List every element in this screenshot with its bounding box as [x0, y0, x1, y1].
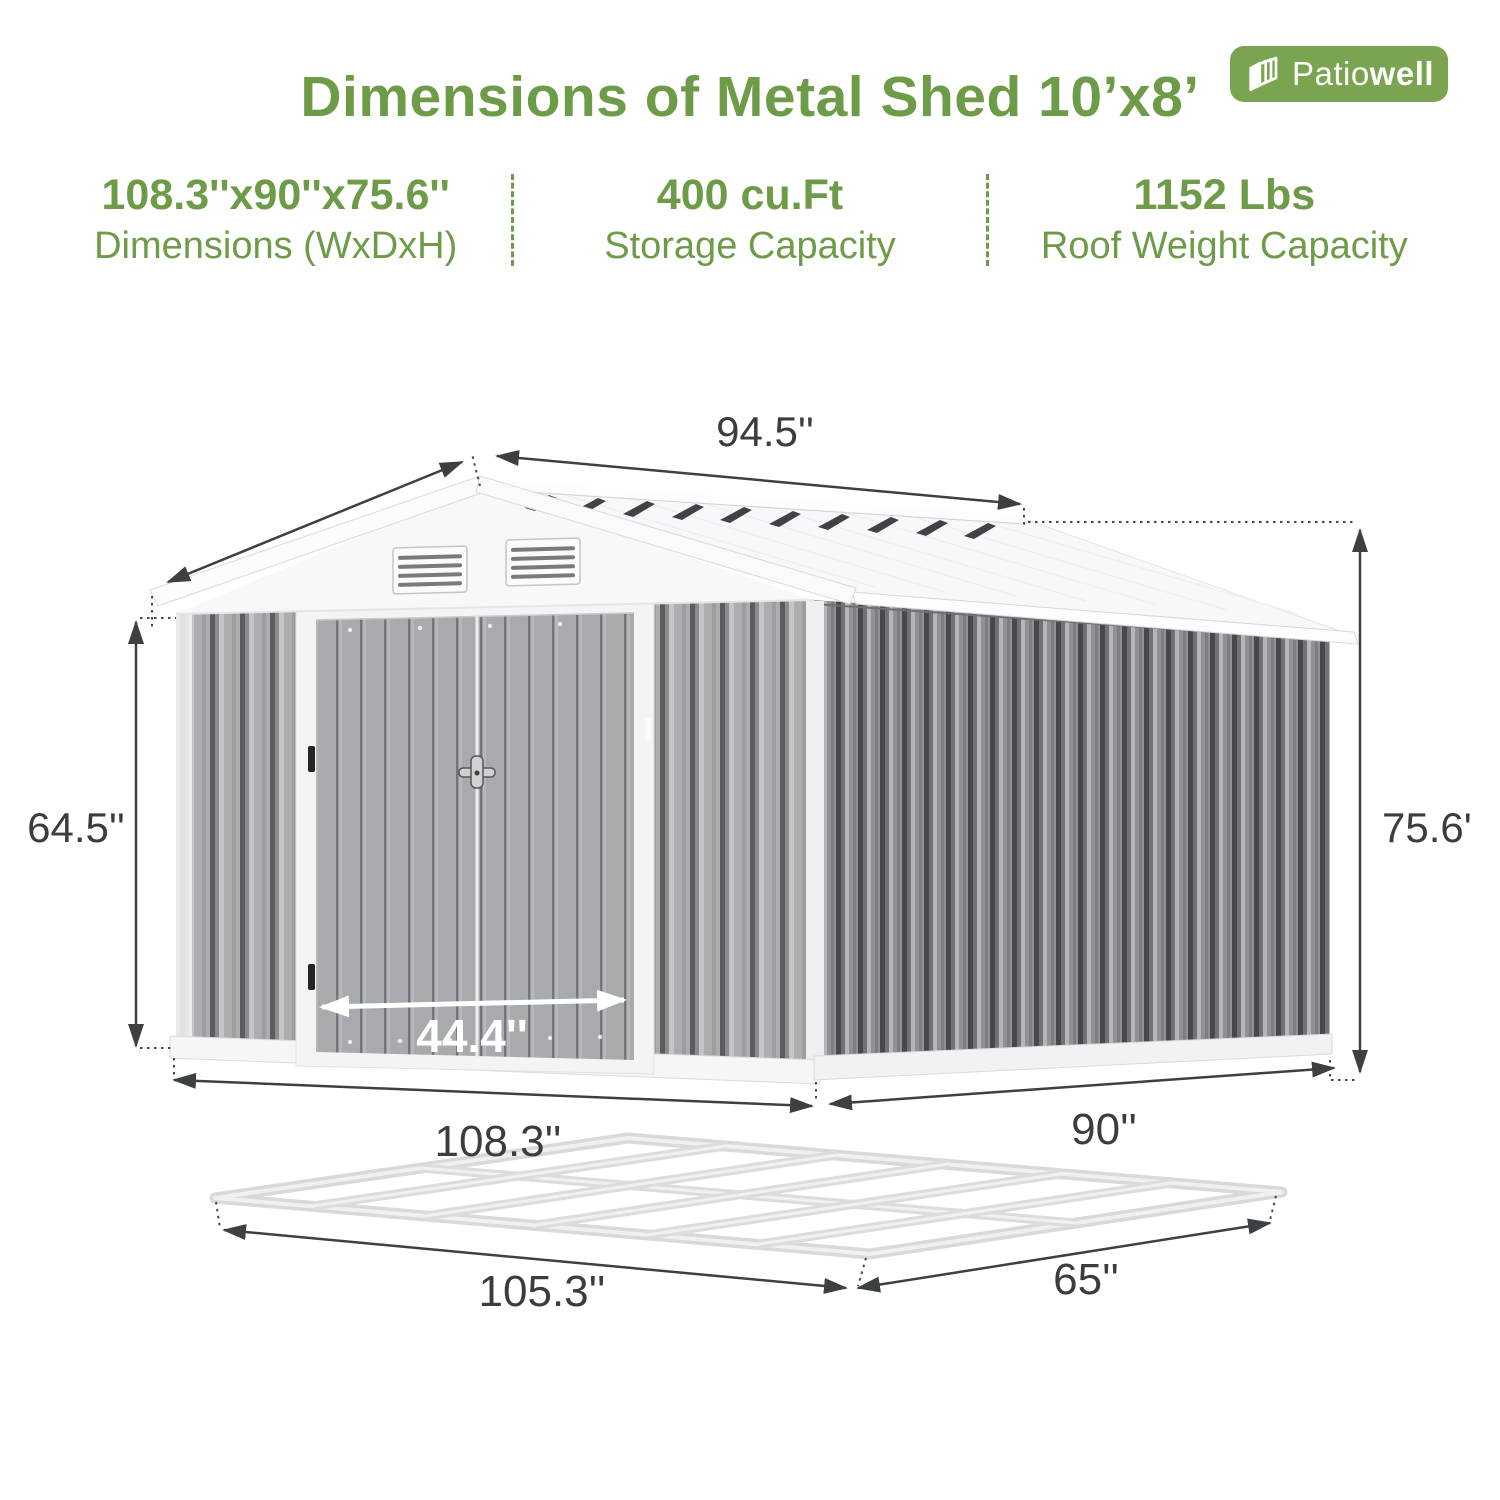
spec-dimensions-value: 108.3''x90''x75.6'' [101, 171, 450, 220]
dim-label-left-wall-height: 64.5'' [27, 804, 125, 851]
shed-illustration [149, 475, 1359, 1260]
page-title: Dimensions of Metal Shed 10’x8’ [300, 65, 1200, 129]
spec-roof-weight: 1152 Lbs Roof Weight Capacity [989, 171, 1460, 268]
dim-label-roof-length: 94.5'' [716, 408, 814, 455]
dashed-divider [985, 174, 989, 266]
dim-label-door-width: 44.4'' [416, 1010, 527, 1062]
base-depth-arrow [856, 1218, 1272, 1293]
corner-post [806, 600, 824, 1080]
floor-frame [209, 1132, 1288, 1260]
spec-roof-weight-value: 1152 Lbs [1133, 171, 1316, 220]
front-width-arrow [172, 1072, 814, 1114]
roof-length-arrow [495, 450, 1022, 510]
door-screws [347, 621, 603, 1045]
dashed-divider [511, 174, 515, 266]
spec-storage: 400 cu.Ft Storage Capacity [514, 171, 985, 268]
dim-label-side-depth: 90'' [1071, 1105, 1137, 1154]
dim-label-front-width: 108.3'' [435, 1117, 562, 1166]
spec-dimensions-label: Dimensions (WxDxH) [94, 224, 458, 267]
door-panels [316, 613, 634, 1060]
dim-label-overall-height: 75.6' [1382, 804, 1472, 851]
dim-label-base-length: 105.3'' [479, 1267, 606, 1316]
base-length-arrow [222, 1224, 848, 1294]
dim-label-base-depth: 65'' [1053, 1255, 1119, 1304]
gable-vent-icon [505, 537, 581, 587]
spec-storage-value: 400 cu.Ft [656, 171, 844, 220]
door-hinge-icon [308, 746, 315, 772]
patiowell-logo: Patiowell [1230, 46, 1448, 102]
dimension-arrows: 94.5'' 64.5'' 75.6' 44.4'' 108.3'' 90'' … [27, 408, 1472, 1316]
door-latch [645, 718, 651, 740]
gable-vent-icon [392, 545, 468, 595]
shed-diagram: 94.5'' 64.5'' 75.6' 44.4'' 108.3'' 90'' … [27, 408, 1472, 1316]
spec-dimensions: 108.3''x90''x75.6'' Dimensions (WxDxH) [40, 171, 511, 268]
spec-row: 108.3''x90''x75.6'' Dimensions (WxDxH) 4… [40, 168, 1460, 272]
door-hinge-icon [308, 964, 315, 990]
side-wall [814, 600, 1330, 1080]
front-wall-left-trim [176, 611, 192, 1050]
side-depth-arrow [828, 1061, 1336, 1111]
logo-text: Patiowell [1291, 55, 1435, 92]
door-top-shadow [315, 612, 635, 621]
spec-storage-label: Storage Capacity [604, 224, 896, 267]
gable-base-line [175, 599, 815, 615]
spec-roof-weight-label: Roof Weight Capacity [1040, 224, 1408, 267]
pages-icon [1244, 54, 1284, 94]
roof-slope-arrow [166, 460, 464, 584]
door-handle-icon [458, 755, 496, 789]
door-width-arrow [319, 989, 627, 1018]
